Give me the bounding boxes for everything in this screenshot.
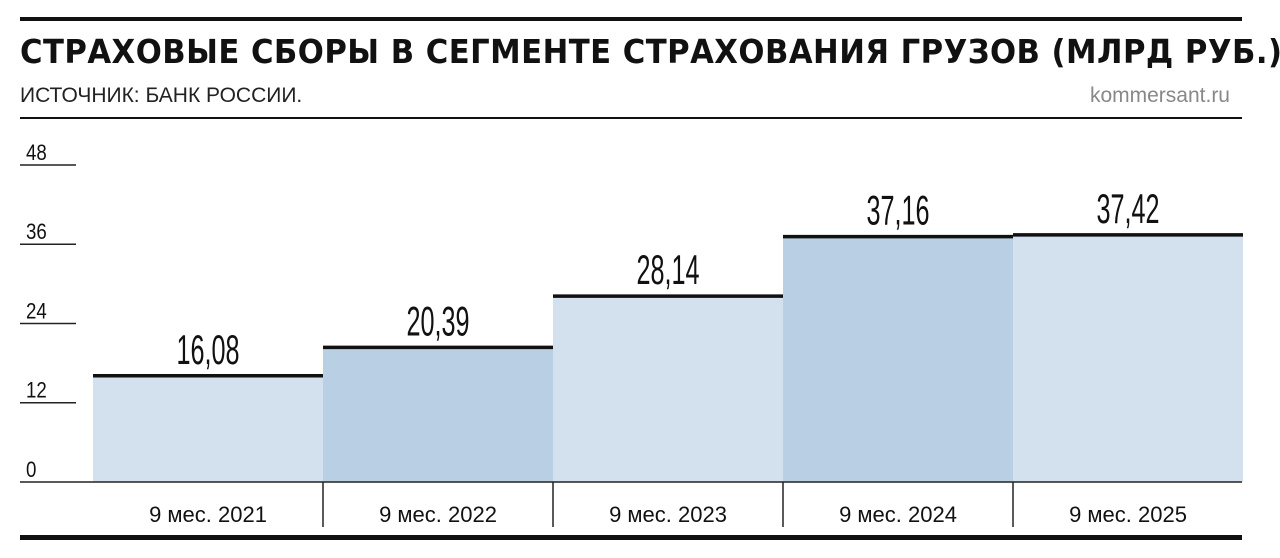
bar [783,236,1013,482]
y-tick-label: 24 [26,300,47,324]
x-tick-label: 9 мес. 2024 [839,502,957,527]
x-tick-label: 9 мес. 2023 [609,502,727,527]
y-tick-label: 36 [26,221,47,245]
header-divider [20,117,1242,119]
source-label: kommersant.ru [1089,84,1230,107]
chart-title: СТРАХОВЫЕ СБОРЫ В СЕГМЕНТЕ СТРАХОВАНИЯ Г… [20,32,1280,71]
data-label: 37,42 [1096,186,1159,232]
x-tick-label: 9 мес. 2025 [1069,502,1187,527]
bar [323,347,553,482]
data-label: 37,16 [866,188,929,234]
data-label: 20,39 [406,299,469,345]
bar [93,375,323,482]
bar [553,296,783,482]
data-label: 28,14 [636,248,699,294]
y-tick-label: 0 [26,459,36,483]
chart-subtitle: ИСТОЧНИК: БАНК РОССИИ. [20,84,303,107]
bar [1013,234,1243,482]
data-label: 16,08 [176,327,239,373]
y-tick-label: 48 [26,142,47,166]
bottom-rule [20,535,1242,540]
x-tick-label: 9 мес. 2022 [379,502,497,527]
x-tick-label: 9 мес. 2021 [149,502,267,527]
top-rule [20,17,1242,21]
y-tick-label: 12 [26,379,47,403]
